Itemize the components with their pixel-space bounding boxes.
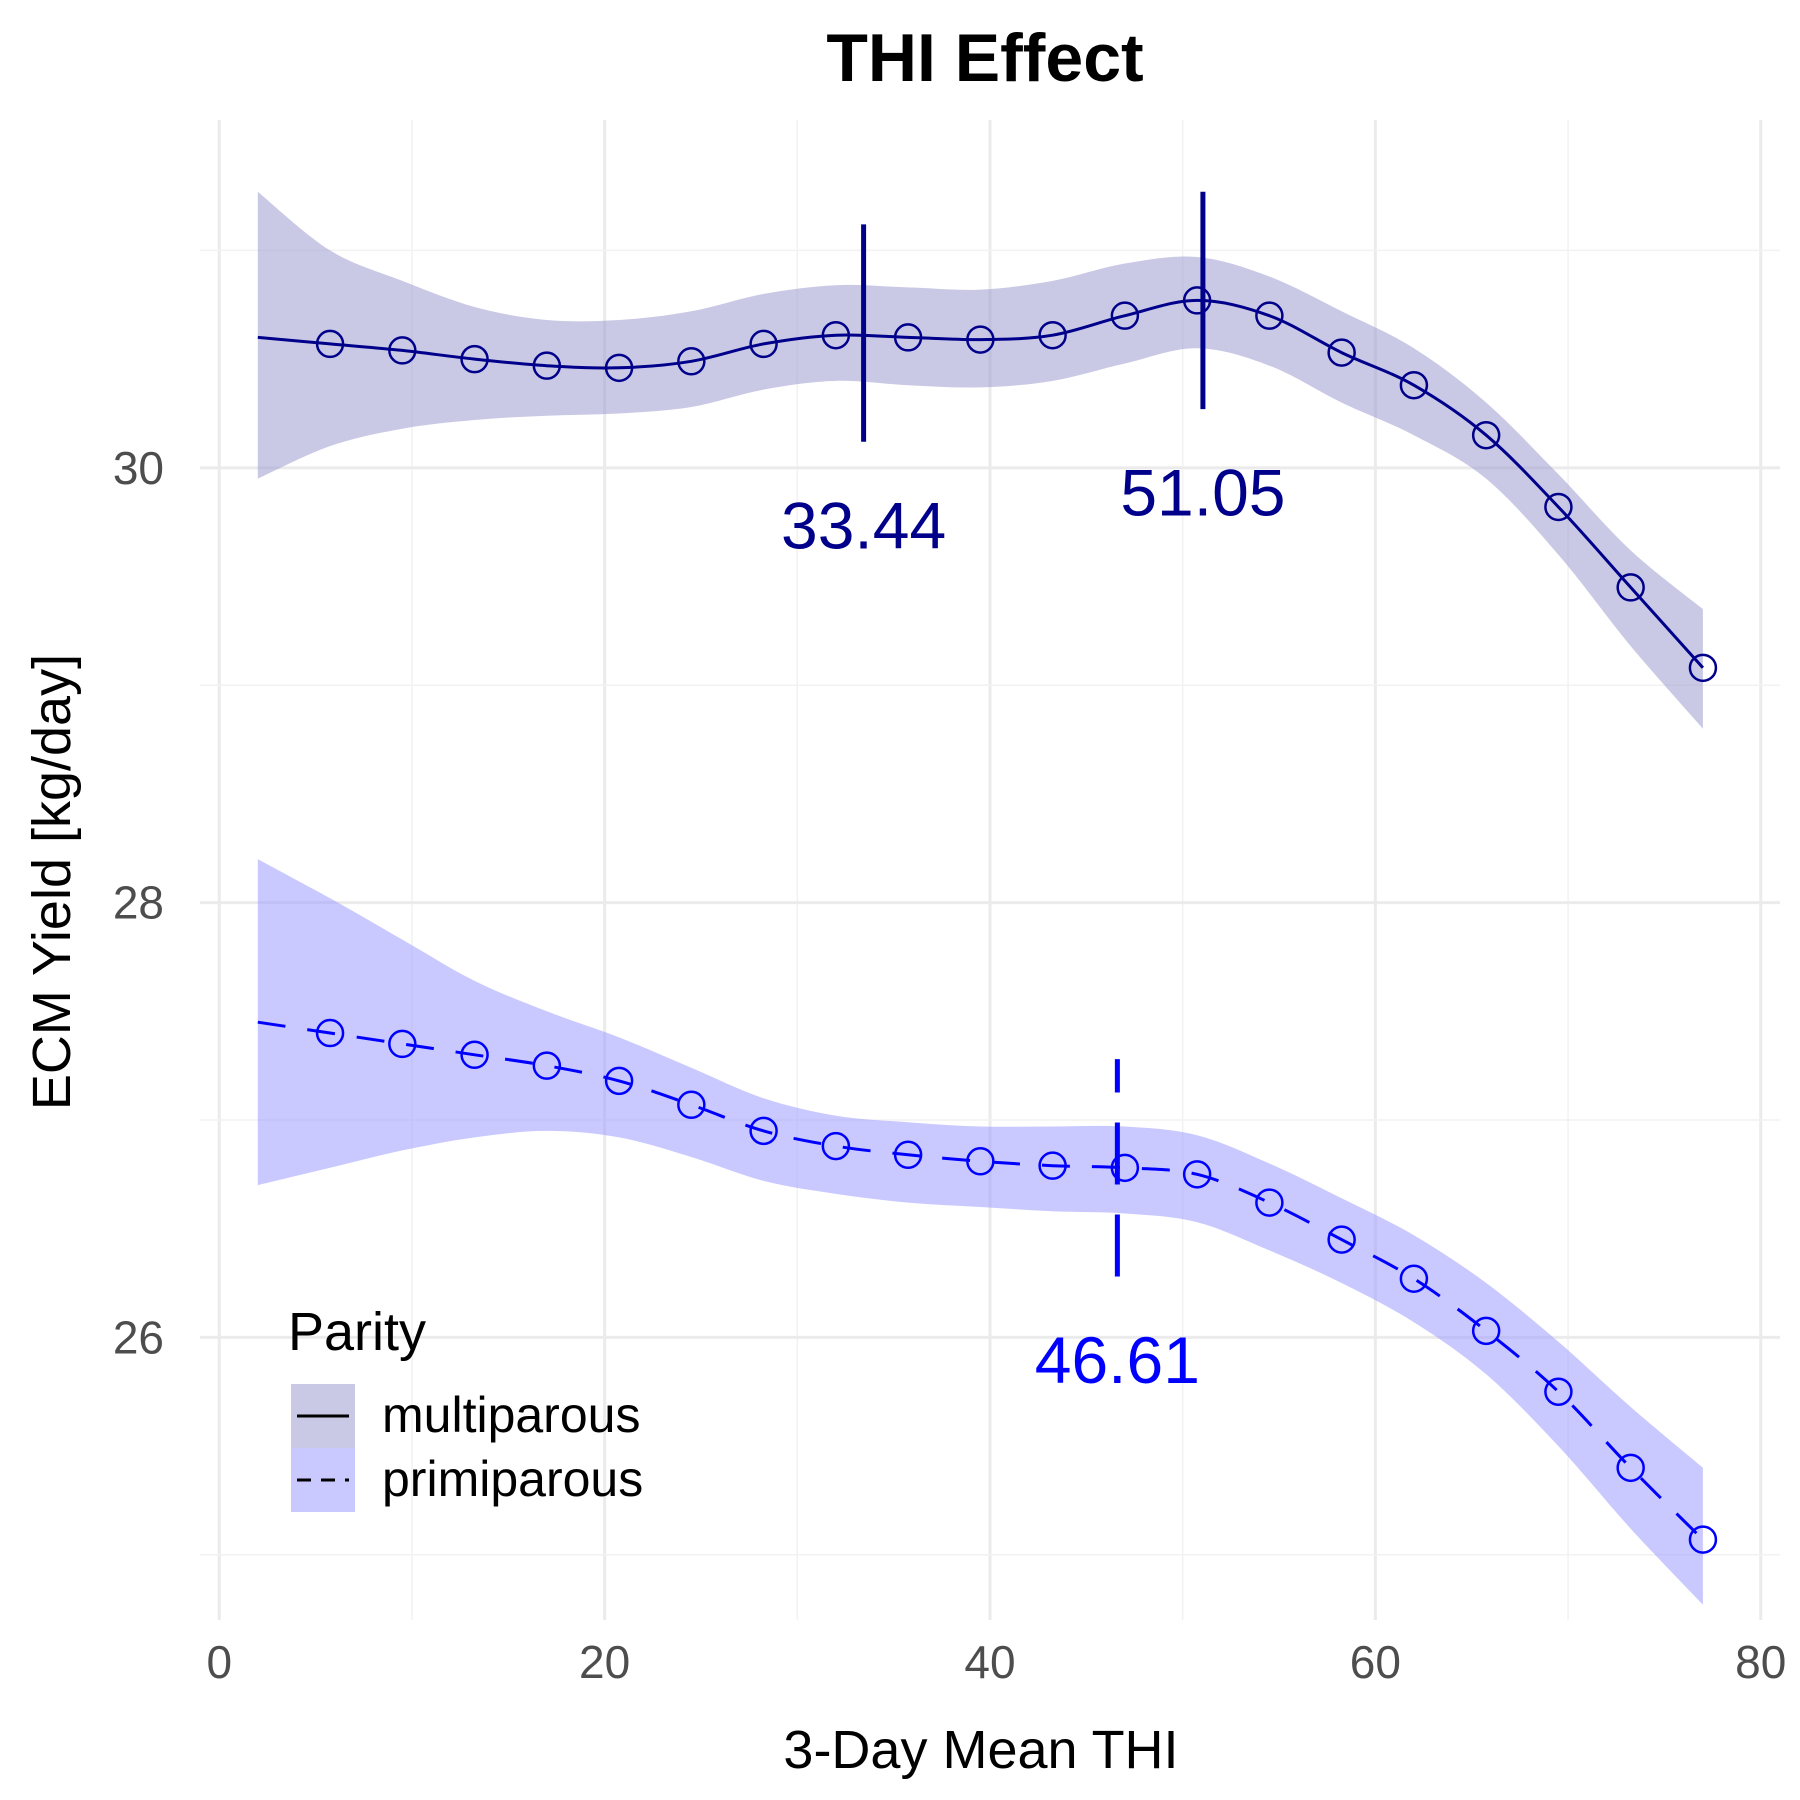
marker-primiparous-12: [1182, 1160, 1212, 1189]
marker-multiparous-8: [893, 323, 923, 352]
marker-multiparous-13: [1255, 301, 1284, 330]
marker-primiparous-11: [1110, 1153, 1140, 1183]
line-primiparous: [257, 1020, 1704, 1541]
marker-multiparous-15: [1399, 370, 1429, 400]
marker-multiparous-6: [749, 329, 778, 359]
marker-multiparous-0: [315, 329, 345, 359]
marker-multiparous-16: [1471, 420, 1501, 450]
marker-primiparous-10: [1038, 1151, 1067, 1180]
x-tick-label-0: 0: [206, 1636, 232, 1688]
marker-multiparous-3: [532, 351, 562, 380]
threshold-label-0: 33.44: [781, 488, 946, 562]
y-tick-label-26: 26: [113, 1311, 164, 1363]
series-markers: [315, 286, 1718, 1554]
x-tick-label-20: 20: [579, 1636, 630, 1688]
x-tick-label-40: 40: [964, 1636, 1015, 1688]
marker-primiparous-19: [1688, 1525, 1718, 1554]
marker-primiparous-2: [460, 1040, 489, 1070]
axes: 0 20 40 60 80 26 28 30: [113, 442, 1786, 1688]
legend-title: Parity: [288, 1302, 426, 1362]
confidence-bands: [257, 191, 1703, 1605]
marker-multiparous-9: [966, 325, 995, 354]
x-tick-label-80: 80: [1735, 1636, 1786, 1688]
threshold-markers: 33.44 51.05 46.61: [781, 191, 1286, 1397]
marker-primiparous-5: [677, 1090, 706, 1120]
marker-primiparous-14: [1327, 1225, 1356, 1254]
marker-primiparous-15: [1399, 1264, 1429, 1293]
marker-primiparous-0: [315, 1018, 345, 1048]
marker-multiparous-18: [1616, 573, 1645, 602]
marker-primiparous-13: [1255, 1188, 1284, 1217]
marker-primiparous-17: [1544, 1377, 1573, 1406]
marker-primiparous-1: [388, 1029, 417, 1059]
marker-multiparous-4: [604, 353, 634, 383]
marker-multiparous-14: [1327, 338, 1356, 367]
marker-multiparous-2: [460, 344, 489, 374]
legend-label-multiparous: multiparous: [382, 1387, 640, 1443]
marker-primiparous-6: [749, 1116, 778, 1146]
marker-primiparous-8: [893, 1140, 923, 1170]
band-primiparous: [257, 859, 1703, 1605]
marker-primiparous-9: [966, 1147, 995, 1176]
marker-primiparous-16: [1471, 1316, 1501, 1346]
threshold-label-1: 51.05: [1120, 456, 1285, 530]
marker-multiparous-5: [677, 347, 706, 376]
marker-primiparous-4: [604, 1066, 634, 1096]
y-tick-label-28: 28: [113, 877, 164, 929]
marker-primiparous-7: [821, 1131, 851, 1161]
legend: Parity multiparous primiparous: [288, 1302, 643, 1512]
marker-multiparous-10: [1038, 320, 1067, 350]
marker-multiparous-19: [1688, 653, 1718, 683]
band-multiparous: [257, 191, 1703, 729]
x-axis-title: 3-Day Mean THI: [783, 1720, 1178, 1780]
y-tick-label-30: 30: [113, 442, 164, 494]
y-axis-title: ECM Yield [kg/day]: [22, 654, 82, 1110]
marker-multiparous-7: [821, 320, 851, 350]
marker-multiparous-12: [1182, 286, 1212, 315]
chart-title: THI Effect: [826, 20, 1143, 96]
line-multiparous: [257, 298, 1705, 669]
marker-multiparous-1: [388, 336, 417, 365]
x-tick-label-60: 60: [1350, 1636, 1401, 1688]
series-lines: [257, 298, 1705, 1541]
marker-primiparous-3: [532, 1051, 562, 1080]
marker-multiparous-17: [1544, 492, 1573, 522]
threshold-label-2: 46.61: [1035, 1323, 1200, 1397]
marker-multiparous-11: [1110, 301, 1140, 330]
marker-primiparous-18: [1616, 1453, 1645, 1483]
legend-label-primiparous: primiparous: [382, 1451, 643, 1507]
